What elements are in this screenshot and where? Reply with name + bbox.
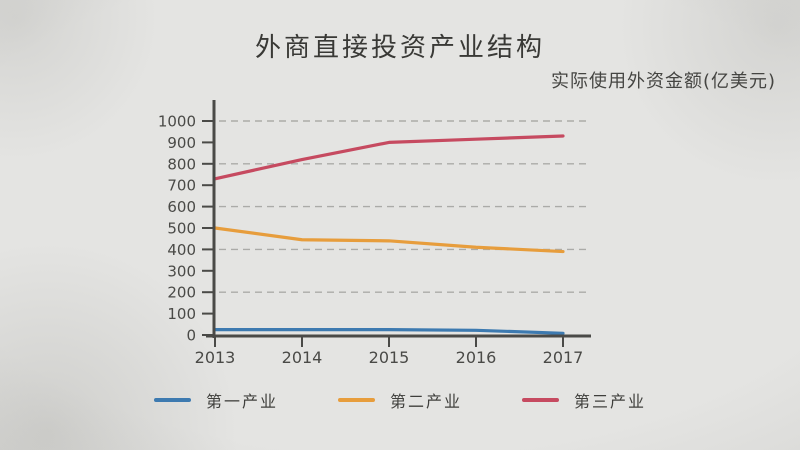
- legend-item-tertiary-industry: 第三产业: [522, 388, 646, 412]
- y-tick-label-200: 200: [167, 284, 196, 302]
- x-axis-ticks: 2013 2014 2015 2016 2017: [195, 337, 584, 367]
- y-tick-label-400: 400: [167, 241, 196, 259]
- y-tick-label-800: 800: [167, 155, 196, 173]
- secondary-industry-label: 第二产业: [389, 392, 462, 411]
- y-axis-ticks: 0 100 200 300 400 500 600 700 800 900 1000: [158, 113, 214, 345]
- y-tick-label-1000: 1000: [158, 113, 196, 131]
- x-tick-label-2017: 2017: [543, 348, 584, 367]
- x-tick-label-2014: 2014: [282, 348, 323, 367]
- tertiary-industry-label: 第三产业: [574, 392, 647, 411]
- legend: 第一产业 第二产业 第三产业: [0, 388, 800, 412]
- y-tick-label-100: 100: [167, 305, 196, 323]
- x-tick-label-2016: 2016: [456, 348, 497, 367]
- y-tick-label-0: 0: [186, 327, 196, 345]
- y-tick-label-500: 500: [167, 220, 196, 238]
- y-tick-label-300: 300: [167, 262, 196, 280]
- gridlines: [219, 120, 586, 293]
- secondary-industry-swatch: [337, 398, 375, 402]
- y-tick-label-700: 700: [167, 177, 196, 195]
- secondary-industry-line: [213, 226, 565, 254]
- tertiary-industry-swatch: [522, 398, 559, 402]
- y-tick-label-900: 900: [167, 134, 196, 152]
- primary-industry-swatch: [153, 398, 191, 402]
- x-tick-label-2013: 2013: [195, 348, 236, 367]
- x-tick-label-2015: 2015: [369, 348, 410, 367]
- y-tick-label-600: 600: [167, 198, 196, 216]
- legend-item-primary-industry: 第一产业: [153, 388, 278, 412]
- primary-industry-line: [213, 328, 565, 335]
- legend-item-secondary-industry: 第二产业: [337, 388, 462, 412]
- primary-industry-label: 第一产业: [205, 392, 278, 411]
- chart-subtitle: 实际使用外资金额(亿美元): [550, 71, 776, 92]
- tertiary-industry-line: [213, 134, 565, 181]
- chart-title: 外商直接投资产业结构: [254, 33, 545, 63]
